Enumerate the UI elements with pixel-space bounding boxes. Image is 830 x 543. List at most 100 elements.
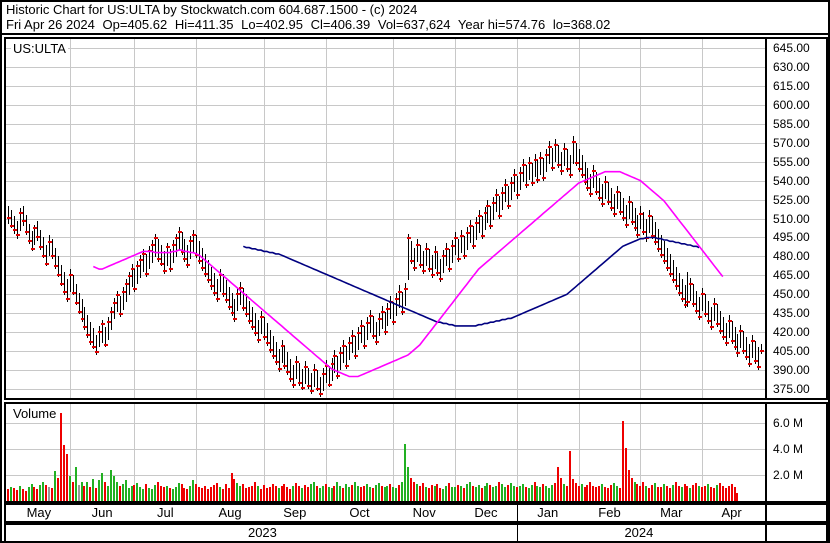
volume-bar [354, 481, 356, 501]
volume-bar [298, 486, 300, 501]
volume-bar [189, 485, 191, 501]
close-tick [336, 375, 340, 377]
close-tick [392, 321, 396, 323]
volume-bar [407, 467, 409, 501]
close-tick [554, 144, 558, 146]
price-gridline [6, 370, 765, 371]
close-tick [89, 341, 93, 343]
volume-bar [389, 484, 391, 501]
volume-bar [375, 484, 377, 501]
volume-bar [286, 486, 288, 501]
price-tick-label: 435.00 [773, 306, 810, 320]
ohlc-bar [546, 149, 547, 172]
volume-bar [248, 486, 250, 501]
volume-bar [183, 488, 185, 501]
close-tick [507, 205, 511, 207]
volume-bar [704, 485, 706, 501]
ohlc-bar [476, 217, 477, 240]
ohlc-bar [240, 282, 241, 305]
volume-tick-label: 6.0 M [773, 416, 804, 430]
quote-year-lo: lo=368.02 [552, 17, 611, 32]
year-label-2023: 2023 [247, 525, 277, 540]
volume-month-gridline [640, 404, 641, 501]
ohlc-bar [37, 221, 38, 241]
ohlc-bar [23, 206, 24, 226]
chart-header: Historic Chart for US:ULTA by Stockwatch… [2, 2, 828, 35]
volume-bar [442, 488, 444, 501]
volume-month-gridline [517, 404, 518, 501]
volume-plot-area[interactable] [6, 404, 765, 501]
volume-bar [139, 486, 141, 501]
close-tick [539, 157, 543, 159]
close-tick [145, 273, 149, 275]
close-tick [548, 146, 552, 148]
ohlc-bar [564, 143, 565, 166]
volume-bar [481, 488, 483, 501]
volume-bar [57, 477, 59, 501]
year-divider [517, 525, 518, 541]
ohlc-bar [511, 177, 512, 200]
volume-bar [25, 490, 27, 501]
volume-bar [101, 472, 103, 501]
volume-bar [219, 486, 221, 501]
volume-bar [713, 488, 715, 501]
volume-bar [345, 484, 347, 501]
close-tick [45, 263, 49, 265]
close-tick [10, 225, 14, 227]
volume-bar [722, 486, 724, 501]
volume-bar [616, 486, 618, 501]
volume-bar [245, 488, 247, 501]
volume-bar [572, 479, 574, 501]
volume-bar [631, 477, 633, 501]
price-plot-area[interactable] [6, 39, 765, 398]
ohlc-bar [67, 279, 68, 302]
close-tick [431, 274, 435, 276]
close-tick [72, 292, 76, 294]
ohlc-bar [29, 224, 30, 244]
month-label-oct: Oct [349, 505, 370, 520]
close-tick [489, 225, 493, 227]
volume-bar [672, 484, 674, 501]
volume-bar [422, 482, 424, 501]
volume-bar [486, 482, 488, 501]
volume-bar [736, 492, 738, 501]
close-tick [104, 344, 108, 346]
close-tick [528, 162, 532, 164]
ohlc-bar [740, 325, 741, 348]
ohlc-bar [470, 220, 471, 243]
volume-month-gridline [134, 404, 135, 501]
volume-bar [686, 486, 688, 501]
quote-volume: Vol=637,624 [377, 17, 451, 32]
volume-bar [478, 484, 480, 501]
volume-bar [301, 488, 303, 501]
ohlc-bar [496, 189, 497, 212]
volume-bar [113, 476, 115, 501]
ohlc-bar [82, 299, 83, 322]
volume-bar [663, 484, 665, 501]
volume-bar [272, 483, 274, 501]
volume-bar [625, 448, 627, 501]
volume-bar [142, 488, 144, 501]
price-gridline [6, 48, 765, 49]
volume-bar [151, 489, 153, 501]
close-tick [745, 356, 749, 358]
volume-bar [78, 484, 80, 501]
ohlc-bar [34, 225, 35, 245]
price-chart-panel[interactable]: US:ULTA 645.00 630.00 615.00 600.00 585.00 57… [4, 37, 828, 400]
volume-month-gridline [196, 404, 197, 501]
volume-bar [131, 486, 133, 501]
ohlc-bar [752, 335, 753, 358]
close-tick [534, 159, 538, 161]
ohlc-bar [405, 283, 406, 306]
volume-bar [110, 470, 112, 501]
ohlc-bar [317, 370, 318, 391]
volume-bar [684, 484, 686, 501]
volume-chart-panel[interactable]: Volume 6.0 M 4.0 M 2.0 M [4, 402, 828, 503]
ohlc-bar [49, 235, 50, 256]
close-tick [292, 384, 296, 386]
close-tick [63, 291, 67, 293]
volume-bar [231, 472, 233, 501]
volume-bar [439, 488, 441, 501]
volume-bar [416, 484, 418, 501]
close-tick [566, 168, 570, 170]
